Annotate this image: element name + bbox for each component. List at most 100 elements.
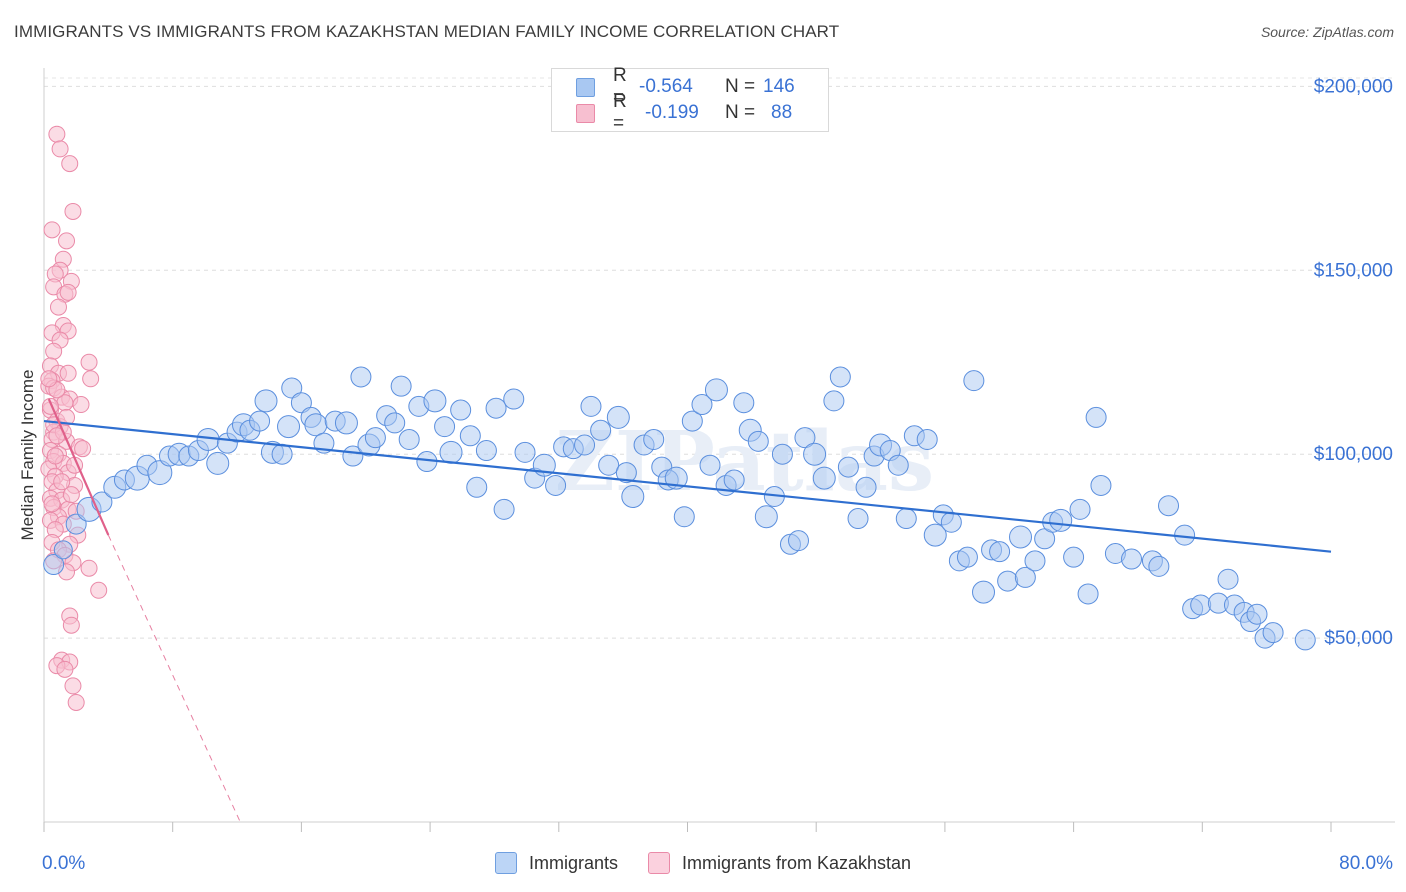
blue-point — [1148, 555, 1170, 577]
blue-series-points — [43, 366, 1316, 651]
blue-point — [364, 427, 386, 449]
blue-point — [916, 428, 938, 450]
blue-point — [249, 410, 271, 432]
pink-point — [59, 283, 77, 301]
blue-point — [514, 441, 536, 463]
pink-trend-line — [47, 398, 110, 536]
bottom-legend-swatch-pink — [647, 852, 670, 874]
blue-point — [590, 419, 612, 441]
blue-point — [621, 484, 645, 508]
blue-point — [794, 427, 816, 449]
blue-point — [829, 366, 851, 388]
blue-point — [855, 476, 877, 498]
blue-point — [598, 454, 620, 476]
blue-point — [1262, 622, 1284, 644]
legend-row-kazakhstan: R = -0.199 N = 88 — [576, 91, 792, 134]
blue-point — [53, 540, 73, 560]
blue-point — [434, 416, 456, 438]
blue-point — [277, 415, 301, 439]
pink-point — [48, 125, 66, 143]
pink-point — [82, 370, 100, 388]
blue-point — [747, 430, 769, 452]
pink-point — [90, 581, 108, 599]
blue-point — [1009, 525, 1033, 549]
pink-point — [80, 559, 98, 577]
blue-point — [1090, 474, 1112, 496]
blue-point — [271, 443, 293, 465]
blue-point — [812, 466, 836, 490]
blue-point — [733, 392, 755, 414]
legend-n-value: 146 — [763, 76, 795, 97]
legend-n-label: N = — [725, 102, 756, 123]
blue-point — [1246, 603, 1268, 625]
blue-point — [254, 389, 278, 413]
x-tick-label-min: 0.0% — [42, 853, 85, 874]
pink-point — [72, 396, 90, 414]
blue-point — [1063, 546, 1085, 568]
pink-point — [80, 353, 98, 371]
blue-point — [754, 505, 778, 529]
pink-point — [49, 298, 67, 316]
blue-point — [803, 442, 827, 466]
bottom-legend-label: Immigrants — [528, 852, 618, 873]
pink-point — [59, 364, 77, 382]
blue-point — [1085, 406, 1107, 428]
bottom-legend: Immigrants Immigrants from Kazakhstan — [0, 852, 1406, 874]
legend-r-value: -0.199 — [645, 102, 699, 123]
blue-point — [206, 451, 230, 475]
pink-point — [64, 202, 82, 220]
y-tick-label: $200,000 — [1314, 76, 1393, 97]
blue-point — [580, 395, 602, 417]
blue-point — [65, 513, 87, 535]
blue-point — [545, 474, 567, 496]
blue-point — [398, 428, 420, 450]
pink-point — [46, 447, 64, 465]
blue-point — [475, 440, 497, 462]
blue-point — [1158, 495, 1180, 517]
blue-point — [923, 523, 947, 547]
y-tick-labels: $50,000 $100,000 $150,000 $200,000 — [1314, 76, 1393, 649]
blue-point — [704, 378, 728, 402]
pink-point — [45, 342, 63, 360]
blue-point — [895, 508, 917, 530]
source-label: Source: ZipAtlas.com — [1260, 24, 1394, 40]
blue-point — [459, 425, 481, 447]
legend-swatch-pink — [576, 103, 595, 123]
blue-point — [788, 530, 810, 552]
pink-point — [43, 495, 61, 513]
blue-point — [1069, 498, 1091, 520]
legend-n-label: N = — [725, 76, 756, 97]
blue-point — [493, 498, 515, 520]
pink-point — [58, 232, 76, 250]
blue-point — [847, 508, 869, 530]
blue-point — [956, 546, 978, 568]
blue-point — [439, 440, 463, 464]
legend-swatch-blue — [576, 77, 595, 97]
trend-lines — [43, 398, 1332, 823]
blue-trend-line — [43, 419, 1332, 553]
blue-point — [823, 390, 845, 412]
bottom-legend-swatch-blue — [494, 852, 517, 874]
blue-point — [615, 462, 637, 484]
pink-point — [64, 677, 82, 695]
blue-point — [972, 580, 996, 604]
blue-point — [1014, 566, 1036, 588]
blue-point — [963, 370, 985, 392]
blue-point — [606, 405, 630, 429]
blue-point — [837, 456, 859, 478]
blue-point — [681, 410, 703, 432]
blue-point — [723, 469, 745, 491]
pink-point — [74, 440, 92, 458]
blue-point — [43, 554, 65, 576]
blue-point — [1077, 583, 1099, 605]
y-tick-label: $150,000 — [1314, 260, 1393, 281]
pink-point — [67, 693, 85, 711]
blue-point — [691, 394, 713, 416]
blue-point — [574, 434, 596, 456]
blue-point — [350, 366, 372, 388]
pink-point — [56, 660, 74, 678]
bottom-legend-immigrants: Immigrants — [494, 852, 618, 874]
pink-series-points — [40, 125, 108, 711]
y-axis-label: Median Family Income — [18, 369, 37, 541]
y-tick-label: $100,000 — [1314, 444, 1393, 465]
